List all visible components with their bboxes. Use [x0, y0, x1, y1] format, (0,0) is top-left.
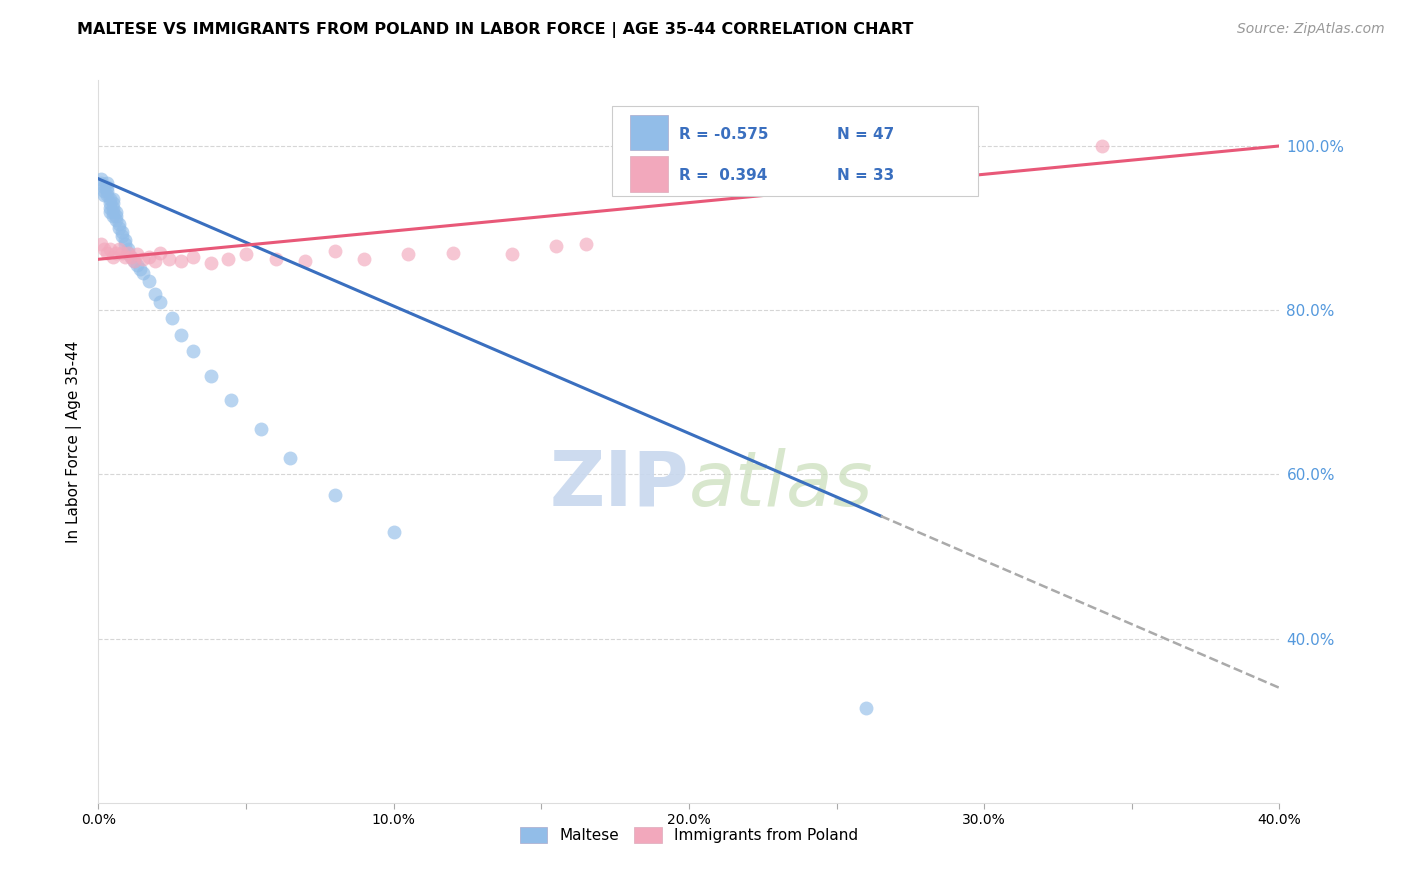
Text: Source: ZipAtlas.com: Source: ZipAtlas.com — [1237, 22, 1385, 37]
FancyBboxPatch shape — [612, 105, 979, 196]
Point — [98, 242, 121, 256]
Point — [117, 242, 139, 256]
Point — [162, 311, 183, 326]
Point — [111, 245, 134, 260]
Point — [170, 327, 193, 342]
FancyBboxPatch shape — [630, 115, 668, 150]
Text: MALTESE VS IMMIGRANTS FROM POLAND IN LABOR FORCE | AGE 35-44 CORRELATION CHART: MALTESE VS IMMIGRANTS FROM POLAND IN LAB… — [77, 22, 914, 38]
Point — [111, 225, 134, 239]
Point — [501, 247, 523, 261]
Point — [122, 253, 145, 268]
Point — [108, 242, 131, 256]
Text: R = -0.575: R = -0.575 — [679, 127, 769, 142]
Text: N = 47: N = 47 — [837, 127, 894, 142]
Text: atlas: atlas — [689, 448, 873, 522]
Text: ZIP: ZIP — [550, 448, 689, 522]
Point — [132, 252, 155, 267]
Point — [103, 192, 125, 206]
Point — [108, 217, 131, 231]
Point — [143, 286, 166, 301]
Point — [200, 255, 222, 269]
Point — [105, 212, 128, 227]
Point — [117, 245, 139, 260]
Point — [221, 393, 243, 408]
Point — [105, 245, 128, 260]
Point — [323, 244, 346, 258]
Point — [264, 252, 287, 267]
Point — [157, 252, 180, 267]
Point — [855, 701, 877, 715]
Point — [96, 180, 118, 194]
Point — [120, 250, 142, 264]
Point — [103, 204, 125, 219]
Point — [149, 295, 172, 310]
Point — [90, 171, 112, 186]
Point — [138, 275, 160, 289]
Point — [143, 253, 166, 268]
Point — [1091, 139, 1114, 153]
Point — [105, 209, 128, 223]
Point — [93, 242, 115, 256]
Point — [200, 368, 222, 383]
Point — [170, 253, 193, 268]
Point — [125, 258, 148, 272]
Point — [114, 237, 136, 252]
Point — [103, 250, 125, 264]
Point — [181, 344, 204, 359]
Point — [93, 188, 115, 202]
Point — [114, 250, 136, 264]
Point — [546, 239, 568, 253]
Point — [575, 237, 598, 252]
FancyBboxPatch shape — [630, 156, 668, 192]
Text: N = 33: N = 33 — [837, 169, 894, 183]
Point — [294, 253, 316, 268]
Point — [117, 245, 139, 260]
Point — [114, 233, 136, 247]
Point — [398, 247, 420, 261]
Y-axis label: In Labor Force | Age 35-44: In Labor Force | Age 35-44 — [66, 341, 83, 542]
Point — [90, 237, 112, 252]
Point — [96, 245, 118, 260]
Point — [103, 196, 125, 211]
Point — [103, 209, 125, 223]
Point — [122, 253, 145, 268]
Point — [93, 180, 115, 194]
Point — [125, 247, 148, 261]
Point — [103, 201, 125, 215]
Point — [96, 176, 118, 190]
Point — [280, 450, 302, 465]
Point — [98, 196, 121, 211]
Point — [323, 488, 346, 502]
Point — [108, 221, 131, 235]
Point — [382, 524, 405, 539]
Point — [96, 188, 118, 202]
Point — [120, 250, 142, 264]
Legend: Maltese, Immigrants from Poland: Maltese, Immigrants from Poland — [513, 822, 865, 849]
Point — [441, 245, 464, 260]
Point — [353, 252, 375, 267]
Text: R =  0.394: R = 0.394 — [679, 169, 768, 183]
Point — [98, 204, 121, 219]
Point — [149, 245, 172, 260]
Point — [105, 204, 128, 219]
Point — [250, 422, 273, 436]
Point — [98, 201, 121, 215]
Point — [217, 252, 239, 267]
Point — [98, 192, 121, 206]
Point — [93, 184, 115, 198]
Point — [181, 250, 204, 264]
Point — [132, 266, 155, 280]
Point — [96, 184, 118, 198]
Point — [111, 229, 134, 244]
Point — [128, 262, 150, 277]
Point — [90, 176, 112, 190]
Point — [235, 247, 257, 261]
Point — [138, 250, 160, 264]
